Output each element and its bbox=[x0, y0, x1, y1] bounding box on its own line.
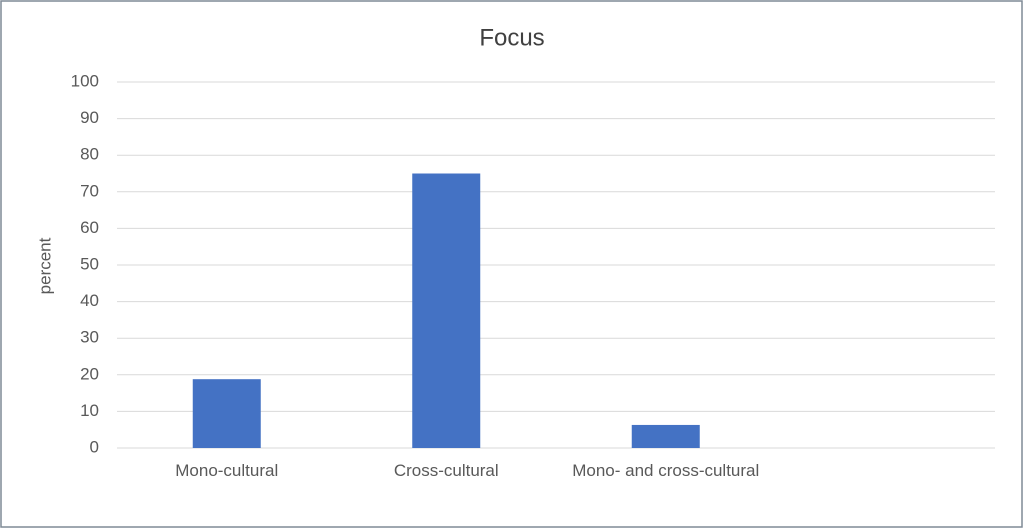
y-axis-label: percent bbox=[35, 237, 54, 294]
y-tick-label: 20 bbox=[80, 364, 99, 383]
chart-title: Focus bbox=[479, 24, 544, 51]
y-tick-label: 10 bbox=[80, 401, 99, 420]
y-tick-label: 70 bbox=[80, 181, 99, 200]
bar bbox=[412, 173, 481, 448]
x-tick-label: Mono- and cross-cultural bbox=[572, 461, 760, 480]
y-tick-label: 90 bbox=[80, 108, 99, 127]
y-tick-label: 100 bbox=[71, 71, 99, 90]
y-tick-label: 50 bbox=[80, 254, 99, 273]
y-tick-label: 60 bbox=[80, 218, 99, 237]
x-tick-label: Cross-cultural bbox=[393, 461, 499, 480]
y-tick-label: 0 bbox=[90, 437, 99, 456]
y-tick-label: 40 bbox=[80, 291, 99, 310]
bar bbox=[631, 424, 700, 448]
y-tick-label: 80 bbox=[80, 145, 99, 164]
x-tick-label: Mono-cultural bbox=[175, 461, 279, 480]
y-tick-label: 30 bbox=[80, 328, 99, 347]
bar bbox=[192, 379, 261, 448]
